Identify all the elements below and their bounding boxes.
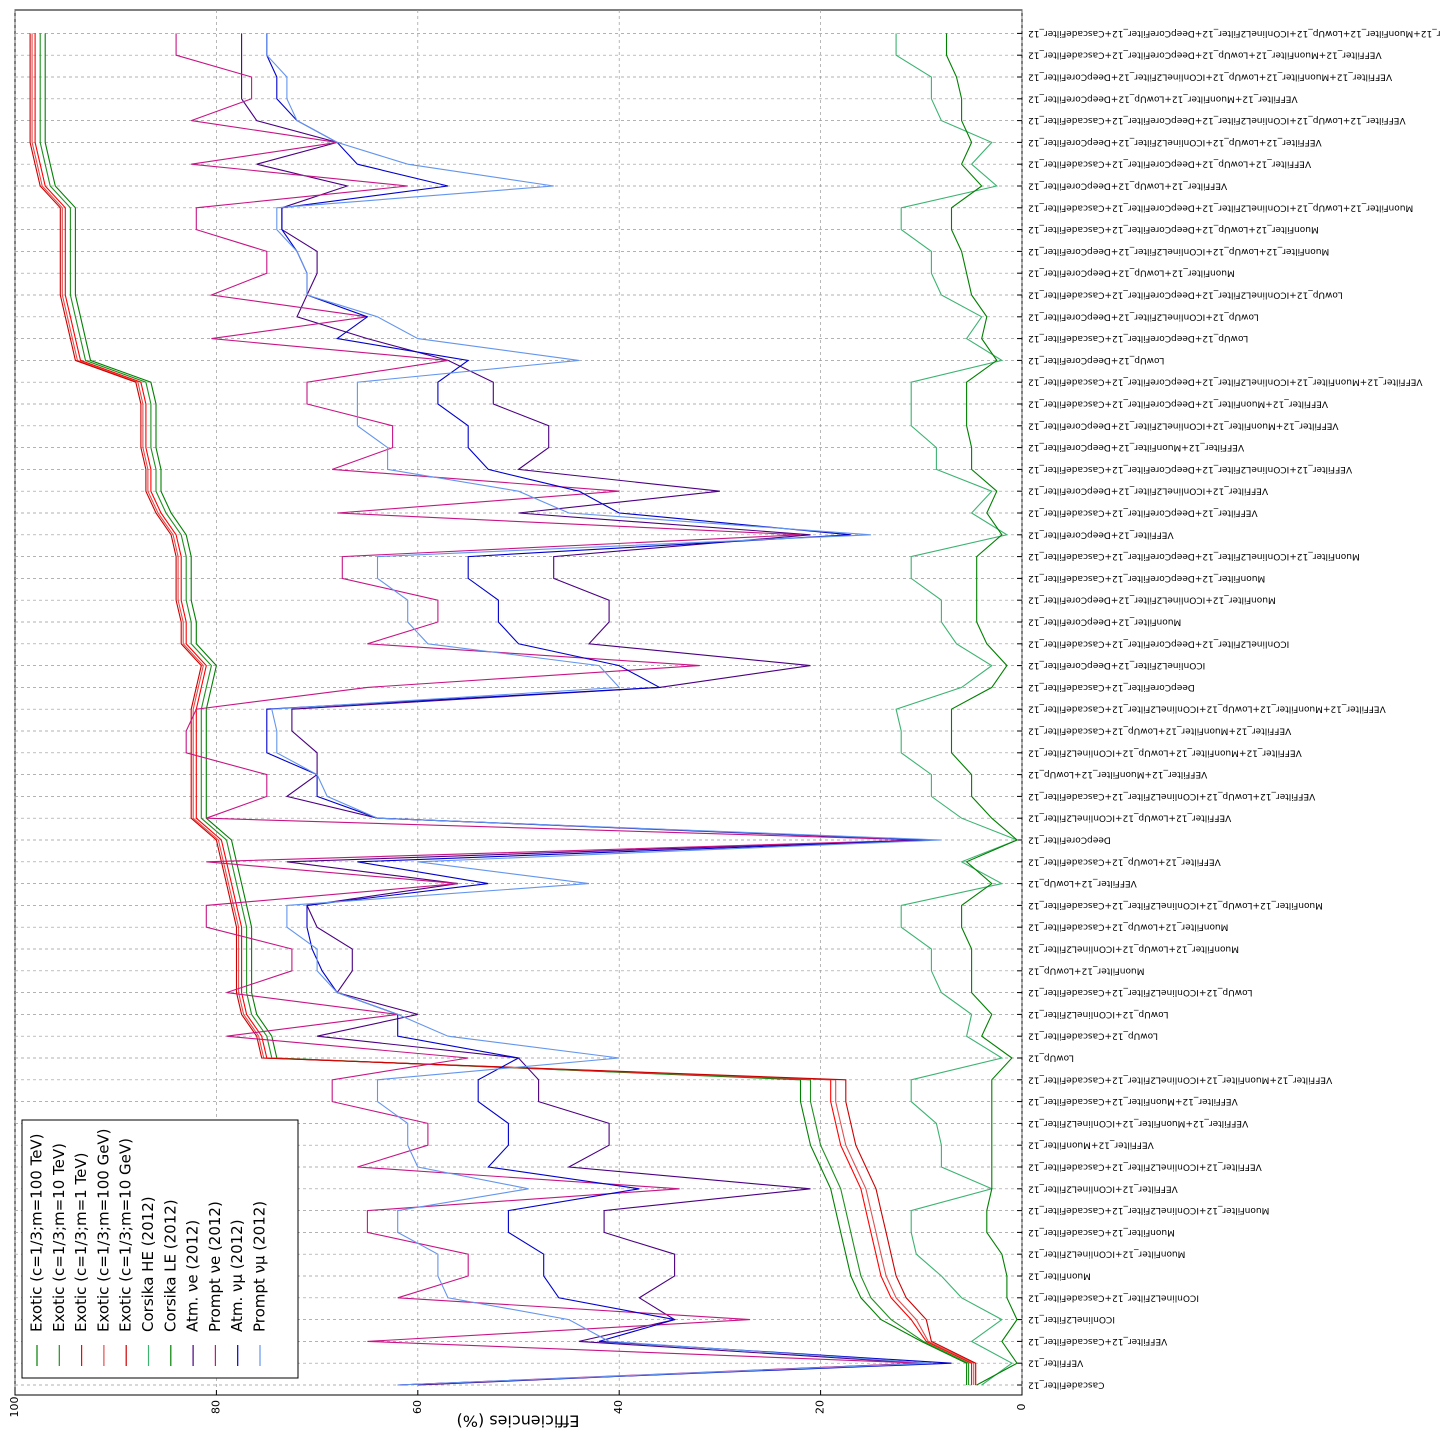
- y-tick-label: DeepCoreFilter_12+CascadeFilter_12: [1028, 682, 1195, 692]
- y-tick-label: VEFFilter_12+MuonFilter_12+LowUp_12+ICOn…: [1028, 704, 1386, 714]
- series-line: [44, 33, 968, 1385]
- x-tick-label: 20: [814, 1400, 827, 1414]
- y-tick-label: MuonFilter_12+LowUp_12: [1028, 965, 1144, 975]
- y-tick-label: VEFFilter_12+CascadeFilter_12: [1028, 1336, 1167, 1346]
- legend-label: Exotic (c=1/3;m=100 TeV): [28, 1133, 46, 1332]
- legend-label: Atm. νμ (2012): [228, 1219, 246, 1332]
- legend-label: Corsika HE (2012): [139, 1196, 157, 1332]
- y-tick-label: LowUp_12+ICOnlineL2Filter_12+DeepCoreFil…: [1028, 290, 1343, 300]
- y-tick-label: MuonFilter_12+ICOnlineL2Filter_12+Cascad…: [1028, 1205, 1269, 1215]
- y-tick-label: MuonFilter_12: [1028, 1271, 1091, 1281]
- x-tick-label: 60: [411, 1400, 424, 1414]
- legend-label: Exotic (c=1/3;m=1 TeV): [72, 1153, 90, 1332]
- series-line: [241, 33, 922, 1386]
- y-tick-label: MuonFilter_12+CascadeFilter_12: [1028, 1227, 1175, 1237]
- y-tick-label: VEFFilter_12+MuonFilter_12+LowUp_12+ICOn…: [1028, 28, 1440, 38]
- y-tick-label: MuonFilter_12+LowUp_12+ICOnlineL2Filter_…: [1028, 944, 1239, 954]
- y-tick-label: LowUp_12+ICOnlineL2Filter_12: [1028, 1009, 1168, 1019]
- y-tick-label: VEFFilter_12+DeepCoreFilter_12: [1028, 529, 1174, 539]
- y-tick-label: VEFFilter_12+MuonFilter_12+ICOnlineL2Fil…: [1028, 1118, 1248, 1128]
- legend-label: Exotic (c=1/3;m=10 TeV): [50, 1143, 68, 1332]
- y-tick-label: MuonFilter_12+LowUp_12+DeepCoreFilter_12…: [1028, 224, 1319, 234]
- y-tick-label: MuonFilter_12+ICOnlineL2Filter_12: [1028, 1249, 1185, 1259]
- y-tick-label: MuonFilter_12+LowUp_12+ICOnlineL2Filter_…: [1028, 900, 1323, 910]
- legend: Exotic (c=1/3;m=100 TeV) Exotic (c=1/3;m=…: [21, 1119, 299, 1379]
- y-tick-label: VEFFilter_12: [1028, 1358, 1083, 1368]
- series-line: [175, 33, 922, 1386]
- legend-label: Prompt νe (2012): [206, 1201, 224, 1332]
- x-tick-label: 0: [1015, 1404, 1028, 1411]
- y-tick-label: ICOnlineL2Filter_12+CascadeFilter_12: [1028, 1292, 1199, 1302]
- y-tick-label: VEFFilter_12+MuonFilter_12: [1028, 1140, 1154, 1150]
- y-tick-label: MuonFilter_12+ICOnlineL2Filter_12+DeepCo…: [1028, 551, 1360, 561]
- y-tick-label: ICOnlineL2Filter_12: [1028, 1314, 1115, 1324]
- legend-box: [21, 1119, 299, 1379]
- series-line: [29, 33, 977, 1385]
- legend-label: Exotic (c=1/3;m=10 GeV): [117, 1138, 135, 1332]
- y-tick-label: VEFFilter_12+MuonFilter_12+DeepCoreFilte…: [1028, 399, 1328, 409]
- series-line: [895, 33, 1019, 1386]
- y-tick-label: VEFFilter_12+LowUp_12+DeepCoreFilter_12: [1028, 181, 1227, 191]
- y-tick-label: CascadeFilter_12: [1028, 1380, 1104, 1390]
- y-tick-label: VEFFilter_12+ICOnlineL2Filter_12+DeepCor…: [1028, 464, 1352, 474]
- x-axis-title: Efficiencies (%): [457, 1412, 580, 1431]
- legend-label: Exotic (c=1/3;m=100 GeV): [94, 1128, 112, 1332]
- y-tick-label: MuonFilter_12+LowUp_12+DeepCoreFilter_12: [1028, 268, 1235, 278]
- y-tick-label: MuonFilter_12+DeepCoreFilter_12: [1028, 617, 1181, 627]
- series-line: [39, 33, 970, 1385]
- y-tick-label: VEFFilter_12+MuonFilter_12+ICOnlineL2Fil…: [1028, 420, 1339, 430]
- series-line: [945, 33, 1019, 1386]
- y-tick-label: VEFFilter_12+MuonFilter_12+CascadeFilter…: [1028, 1096, 1238, 1106]
- y-tick-label: DeepCoreFilter_12: [1028, 835, 1111, 845]
- y-tick-label: VEFFilter_12+DeepCoreFilter_12+CascadeFi…: [1028, 508, 1258, 518]
- y-tick-label: MuonFilter_12+DeepCoreFilter_12+CascadeF…: [1028, 573, 1265, 583]
- y-tick-label: VEFFilter_12+MuonFilter_12+LowUp_12+Deep…: [1028, 50, 1382, 60]
- y-tick-label: VEFFilter_12+ICOnlineL2Filter_12+Cascade…: [1028, 1162, 1262, 1172]
- legend-label: Atm. νe (2012): [184, 1220, 202, 1332]
- y-tick-label: LowUp_12+DeepCoreFilter_12: [1028, 355, 1164, 365]
- legend-label: Corsika LE (2012): [161, 1199, 179, 1332]
- x-tick-label: 100: [8, 1397, 21, 1418]
- y-tick-label: VEFFilter_12+MuonFilter_12+LowUp_12+Casc…: [1028, 726, 1291, 736]
- y-tick-label: VEFFilter_12+LowUp_12+ICOnlineL2Filter_1…: [1028, 115, 1406, 125]
- y-tick-label: LowUp_12+DeepCoreFilter_12+CascadeFilter…: [1028, 333, 1248, 343]
- y-tick-label: VEFFilter_12+LowUp_12: [1028, 878, 1137, 888]
- y-tick-label: VEFFilter_12+MuonFilter_12+ICOnlineL2Fil…: [1028, 377, 1423, 387]
- x-tick-label: 80: [209, 1400, 222, 1414]
- legend-label: Prompt νμ (2012): [251, 1201, 269, 1332]
- y-tick-label: VEFFilter_12+MuonFilter_12+LowUp_12+ICOn…: [1028, 72, 1392, 82]
- y-tick-label: VEFFilter_12+ICOnlineL2Filter_12+DeepCor…: [1028, 486, 1268, 496]
- y-tick-label: VEFFilter_12+LowUp_12+ICOnlineL2Filter_1…: [1028, 813, 1231, 823]
- y-tick-label: VEFFilter_12+MuonFilter_12+LowUp_12: [1028, 769, 1207, 779]
- series-line: [266, 33, 942, 1386]
- y-tick-label: VEFFilter_12+LowUp_12+DeepCoreFilter_12+…: [1028, 159, 1311, 169]
- y-tick-label: LowUp_12+ICOnlineL2Filter_12+DeepCoreFil…: [1028, 311, 1259, 321]
- y-tick-label: ICOnlineL2Filter_12+DeepCoreFilter_12: [1028, 660, 1205, 670]
- x-tick-label: 40: [612, 1400, 625, 1414]
- series-line: [31, 33, 975, 1385]
- y-tick-label: MuonFilter_12+LowUp_12+ICOnlineL2Filter_…: [1028, 202, 1413, 212]
- y-tick-label: MuonFilter_12+LowUp_12+CascadeFilter_12: [1028, 922, 1228, 932]
- y-tick-label: VEFFilter_12+MuonFilter_12+LowUp_12+Deep…: [1028, 93, 1298, 103]
- y-tick-label: VEFFilter_12+LowUp_12+CascadeFilter_12: [1028, 856, 1221, 866]
- y-tick-label: ICOnlineL2Filter_12+DeepCoreFilter_12+Ca…: [1028, 638, 1289, 648]
- y-tick-label: LowUp_12+CascadeFilter_12: [1028, 1031, 1158, 1041]
- y-tick-label: MuonFilter_12+LowUp_12+ICOnlineL2Filter_…: [1028, 246, 1329, 256]
- y-tick-label: LowUp_12: [1028, 1053, 1074, 1063]
- y-tick-label: LowUp_12+ICOnlineL2Filter_12+CascadeFilt…: [1028, 987, 1252, 997]
- y-tick-label: VEFFilter_12+MuonFilter_12+DeepCoreFilte…: [1028, 442, 1244, 452]
- y-tick-label: VEFFilter_12+ICOnlineL2Filter_12: [1028, 1183, 1178, 1193]
- y-tick-label: VEFFilter_12+MuonFilter_12+ICOnlineL2Fil…: [1028, 1074, 1332, 1084]
- y-tick-label: VEFFilter_12+MuonFilter_12+LowUp_12+ICOn…: [1028, 747, 1302, 757]
- y-tick-label: VEFFilter_12+LowUp_12+ICOnlineL2Filter_1…: [1028, 791, 1315, 801]
- y-tick-label: VEFFilter_12+LowUp_12+ICOnlineL2Filter_1…: [1028, 137, 1322, 147]
- y-tick-label: MuonFilter_12+ICOnlineL2Filter_12+DeepCo…: [1028, 595, 1276, 605]
